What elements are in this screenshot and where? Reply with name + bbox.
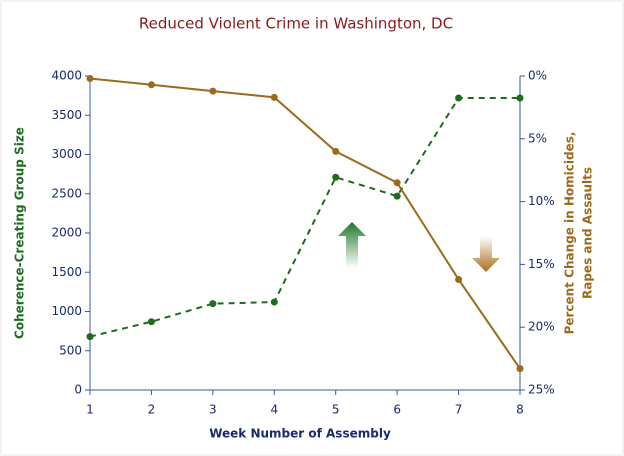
y2-tick-label: 0% [528, 69, 547, 83]
x-tick-label: 5 [332, 403, 340, 417]
y2-tick-label: 10% [528, 194, 555, 208]
y-tick-label: 3500 [51, 108, 82, 122]
y-axis-label: Coherence-Creating Group Size [13, 127, 27, 339]
x-tick-label: 4 [270, 403, 278, 417]
up-arrow [338, 222, 366, 268]
line [89, 96, 520, 338]
point [147, 318, 155, 326]
y-tick-label: 4000 [51, 69, 82, 83]
y-tick-label: 0 [74, 383, 82, 397]
down-arrow [472, 236, 500, 272]
point [393, 192, 401, 200]
y-tick-label: 500 [59, 343, 82, 357]
y-tick-label: 1500 [51, 265, 82, 279]
chart-title: Reduced Violent Crime in Washington, DC [139, 15, 453, 33]
point [270, 298, 278, 306]
y2-axis-label: Percent Change in Homicides, [563, 132, 577, 335]
point [455, 94, 463, 102]
y-tick-label: 2000 [51, 226, 82, 240]
point [393, 179, 401, 187]
x-tick-label: 1 [86, 403, 94, 417]
point [455, 275, 463, 283]
point [86, 333, 94, 341]
point [86, 75, 94, 83]
point [516, 365, 524, 373]
y2-axis-label: Rapes and Assaults [581, 167, 595, 299]
y2-tick-label: 25% [528, 383, 555, 397]
line [89, 77, 521, 370]
point [147, 81, 155, 89]
x-axis-label: Week Number of Assembly [209, 427, 391, 441]
y2-tick-label: 5% [528, 131, 547, 145]
x-tick-label: 7 [455, 403, 463, 417]
x-tick-label: 2 [148, 403, 156, 417]
x-tick-label: 8 [516, 403, 524, 417]
y-tick-label: 3000 [51, 147, 82, 161]
x-tick-label: 6 [393, 403, 401, 417]
point [516, 94, 524, 102]
point [209, 87, 217, 95]
point [270, 93, 278, 101]
point [209, 300, 217, 308]
point [332, 147, 340, 155]
x-tick-label: 3 [209, 403, 217, 417]
point [332, 173, 340, 181]
y2-tick-label: 15% [528, 257, 555, 271]
y2-tick-label: 20% [528, 320, 555, 334]
y-tick-label: 2500 [51, 186, 82, 200]
y-tick-label: 1000 [51, 304, 82, 318]
